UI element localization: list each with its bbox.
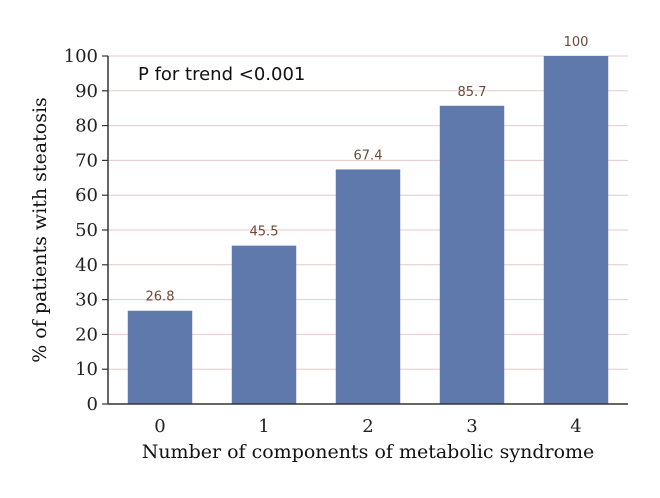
x-tick-label: 3 — [466, 416, 477, 437]
x-tick-label: 0 — [154, 416, 165, 437]
y-tick-label: 70 — [75, 150, 98, 171]
data-label-1: 45.5 — [250, 225, 279, 240]
y-tick-label: 0 — [87, 394, 98, 415]
bar-4 — [543, 56, 609, 404]
bar-1 — [231, 245, 297, 404]
x-ticks: 0 1 2 3 4 — [154, 416, 581, 437]
y-tick-label: 90 — [75, 81, 98, 102]
y-tick-label: 100 — [64, 46, 98, 67]
y-tick-label: 60 — [75, 185, 98, 206]
x-tick-label: 4 — [570, 416, 581, 437]
y-tick-label: 40 — [75, 255, 98, 276]
annotation-text: P for trend <0.001 — [138, 64, 305, 85]
y-tick-label: 10 — [75, 359, 98, 380]
bars — [127, 56, 609, 404]
x-axis-title: Number of components of metabolic syndro… — [142, 441, 595, 463]
x-tick-label: 2 — [362, 416, 373, 437]
y-tick-label: 50 — [75, 220, 98, 241]
y-tick-label: 80 — [75, 116, 98, 137]
x-tick-label: 1 — [258, 416, 269, 437]
data-labels: 26.8 45.5 67.4 85.7 100 — [146, 35, 589, 305]
data-label-4: 100 — [564, 35, 589, 50]
y-tick-label: 20 — [75, 324, 98, 345]
y-axis-title: % of patients with steatosis — [29, 97, 51, 363]
bar-0 — [127, 310, 193, 404]
y-tick-label: 30 — [75, 290, 98, 311]
y-ticks: 0 10 20 30 40 50 60 70 80 90 100 — [64, 46, 108, 415]
data-label-3: 85.7 — [458, 85, 487, 100]
data-label-2: 67.4 — [354, 148, 383, 163]
data-label-0: 26.8 — [146, 290, 175, 305]
bar-3 — [439, 105, 505, 404]
bar-2 — [335, 169, 401, 404]
